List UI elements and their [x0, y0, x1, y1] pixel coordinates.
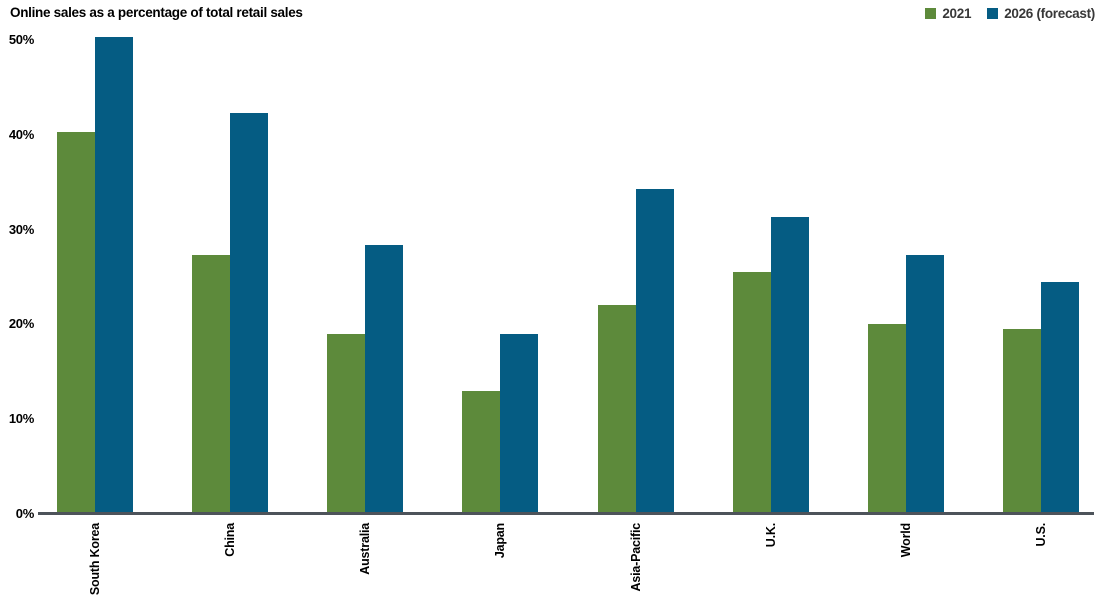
- legend-item-2021: 2021: [925, 6, 971, 21]
- bar-2026-forecast-u-s: [1041, 281, 1080, 514]
- bar-2021-south-korea: [56, 131, 95, 514]
- bar-2021-u-s: [1003, 329, 1042, 514]
- x-axis-category-label-asia-pacific: Asia-Pacific: [628, 523, 643, 592]
- x-axis-line: [38, 512, 1094, 515]
- bar-2026-forecast-world: [906, 255, 944, 514]
- y-axis-tick-label-50: 50%: [8, 32, 34, 47]
- bar-2021-u-k: [732, 272, 771, 514]
- x-axis-category-label-u-s: U.S.: [1034, 523, 1049, 547]
- legend-swatch-icon-2021: [925, 8, 937, 19]
- bar-2026-forecast-australia: [365, 244, 403, 514]
- y-axis-tick-label-20: 20%: [8, 316, 34, 332]
- x-axis-category-label-china: China: [222, 523, 237, 557]
- bar-2026-forecast-south-korea: [94, 37, 133, 514]
- bar-2021-world: [868, 324, 906, 514]
- legend: 2021 2026 (forecast): [925, 6, 1095, 21]
- bar-2026-forecast-china: [229, 112, 268, 514]
- x-axis-category-label-australia: Australia: [358, 523, 372, 575]
- legend-item-2026-forecast: 2026 (forecast): [987, 6, 1095, 21]
- chart-title: Online sales as a percentage of total re…: [10, 5, 303, 20]
- x-axis-category-label-japan: Japan: [493, 523, 508, 559]
- x-axis-category-label-south-korea: South Korea: [87, 523, 102, 596]
- bar-2021-australia: [327, 333, 365, 514]
- bar-2026-forecast-asia-pacific: [635, 188, 674, 514]
- bar-2026-forecast-u-k: [770, 217, 809, 514]
- legend-swatch-icon-2026-forecast: [987, 8, 999, 19]
- bar-2021-japan: [462, 390, 501, 514]
- x-axis-category-label-u-k: U.K.: [763, 523, 778, 548]
- y-axis-tick-label-10: 10%: [8, 411, 34, 427]
- y-axis-tick-label-40: 40%: [8, 126, 34, 142]
- legend-label-2021: 2021: [942, 6, 972, 21]
- y-axis-tick-label-30: 30%: [8, 221, 34, 237]
- bar-2021-china: [191, 255, 230, 514]
- bar-2021-asia-pacific: [597, 305, 636, 514]
- bar-2026-forecast-japan: [500, 333, 539, 514]
- y-axis-tick-label-0: 0%: [15, 506, 35, 521]
- legend-label-2026-forecast: 2026 (forecast): [1004, 6, 1095, 21]
- x-axis-category-label-world: World: [899, 523, 913, 558]
